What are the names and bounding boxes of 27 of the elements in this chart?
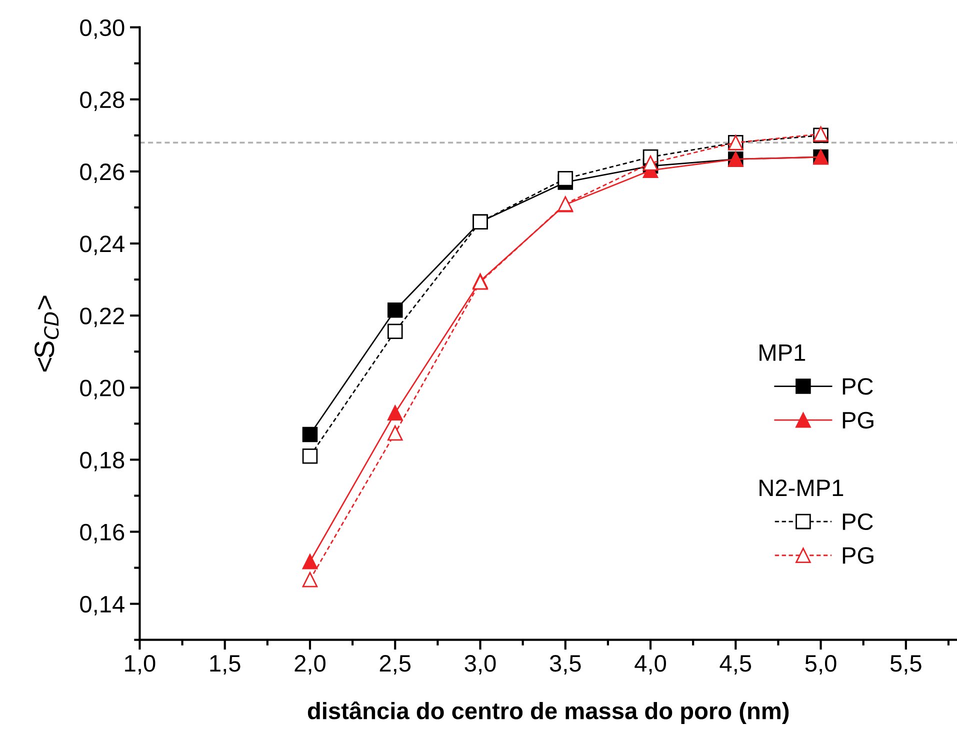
x-tick-label: 1,0	[125, 655, 156, 675]
legend-label: PG	[842, 412, 874, 429]
x-tick-label: 3,0	[464, 655, 496, 675]
y-tick-label: 0,30	[80, 19, 124, 39]
y-tick-label: 0,20	[80, 380, 124, 400]
x-tick-label: 4,5	[720, 655, 752, 675]
x-tick-label: 2,0	[294, 655, 326, 675]
legend-label: PC	[842, 378, 873, 395]
y-tick-label: 0,22	[80, 308, 124, 328]
x-tick-label: 3,5	[550, 655, 581, 675]
x-tick-label: 2,5	[380, 655, 411, 675]
y-tick-label: 0,26	[80, 164, 124, 184]
annotation: N2-MP1	[760, 480, 844, 496]
y-tick-label: 0,16	[80, 524, 124, 544]
y-tick-label: 0,24	[80, 236, 124, 256]
annotation: MP1	[760, 344, 806, 361]
x-axis-title: distância do centro de massa do poro (nm)	[308, 701, 789, 724]
legend-label: PC	[842, 513, 873, 530]
legend-label: PG	[842, 547, 874, 564]
y-tick-label: 0,18	[80, 452, 124, 472]
y-tick-label: 0,28	[80, 91, 124, 111]
x-tick-label: 5,0	[805, 655, 836, 675]
x-tick-label: 5,5	[890, 655, 922, 675]
x-tick-label: 4,0	[634, 655, 666, 675]
x-tick-label: 1,5	[210, 655, 240, 675]
y-tick-label: 0,14	[80, 596, 124, 616]
y-axis-title: <S$_{CD}$>	[34, 296, 59, 372]
